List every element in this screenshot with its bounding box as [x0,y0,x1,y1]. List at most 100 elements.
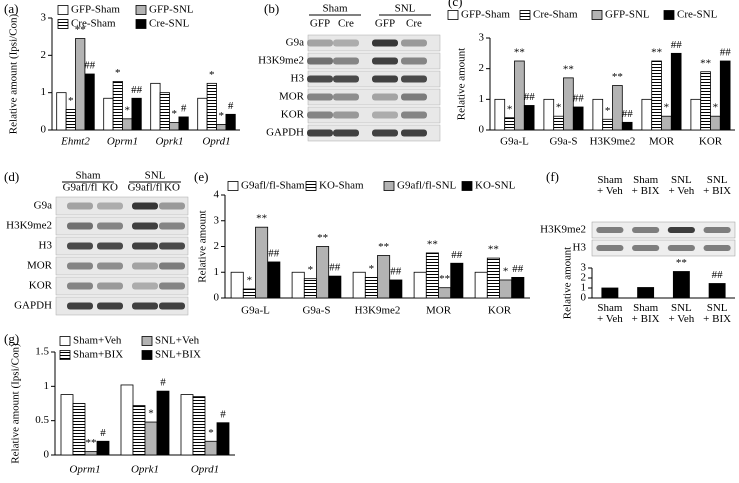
blot-band [97,222,123,230]
blot-lane-label: Sham + Veh [597,174,623,197]
x-tick-label: MOR [426,305,452,317]
blot-band [632,245,660,251]
legend-label: Sham+BIX [73,349,123,361]
x-tick-label: Oprm1 [69,464,100,476]
bar [316,246,330,299]
blot-lane: GFP [310,18,330,30]
bar [56,92,67,131]
blot-band [401,129,427,137]
blot-band [97,262,123,270]
bar [661,115,672,131]
legend-swatch [383,181,395,191]
panel-label: (g) [4,331,19,346]
legend-label: G9afl/fl-SNL [397,180,457,192]
blot-frame [55,256,189,276]
significance: ## [329,262,341,274]
bar [96,440,110,456]
bar [169,122,180,131]
x-tick-label: Oprd1 [191,464,219,476]
bar [389,279,403,299]
blot-band [372,129,398,137]
x-tick-label: SNL + Veh [668,302,694,325]
blot-band [333,57,359,65]
blot-row-label: G9a [286,37,304,49]
y-tick-label: 3 [479,32,485,44]
significance: ** [612,71,623,83]
y-tick-label: 0 [41,124,47,136]
blot-frame [55,276,189,296]
significance: ## [622,108,634,120]
bar [122,118,133,131]
bar [413,271,427,299]
significance: ** [700,57,711,69]
blot-band [372,75,398,83]
x-tick-label: G9a-L [500,136,529,148]
blot-row-label: KOR [281,109,305,121]
blot-band [307,57,333,65]
y-tick-label: 1 [479,93,485,105]
significance: ## [720,47,732,59]
x-tick-label: H3K9me2 [355,305,401,317]
blot-band [307,111,333,119]
blot-row-label: KOR [29,280,53,292]
significance: ** [378,241,389,253]
blot-band [159,202,185,210]
y-tick-label: 1 [214,266,220,278]
significance: ## [390,266,402,278]
blot-band [67,262,93,270]
blot-row-label: H3 [573,242,587,254]
blot-band [132,222,158,230]
blot-band [132,282,158,290]
bar [192,396,206,456]
bar [216,422,230,456]
blot-band [67,302,93,310]
blot-band [67,242,93,250]
y-axis-label: Relative amount (Ipsi/Con) [8,13,20,134]
significance: ** [86,437,97,449]
bar [719,60,731,131]
y-tick-label: 2 [581,272,587,284]
significance: ## [512,263,524,275]
y-axis-label: Relative amount [562,247,574,319]
bar [601,287,619,299]
legend-label: GFP-SNL [149,4,194,16]
x-tick-label: KOR [488,305,512,317]
blot-row-label: G9a [34,200,52,212]
blot-band [667,245,695,251]
blot-band [667,227,695,233]
significance: ## [712,269,724,281]
legend-swatch [591,10,603,20]
legend-label: GFP-Sham [461,9,510,21]
blot-group: Sham [75,170,101,182]
significance: * [148,408,154,420]
bar [364,276,378,299]
blot-band [333,93,359,101]
blot-band [132,262,158,270]
blot-frame [591,239,736,257]
bar [563,77,574,131]
significance: ** [439,273,450,285]
blot-row-label: GAPDH [266,127,304,139]
bar [132,405,146,456]
blot-band [307,39,333,47]
significance: ## [268,247,280,259]
blot-band [372,93,398,101]
significance: ** [75,24,86,36]
blot-band [703,245,731,251]
bar [230,271,244,299]
blot-band [372,39,398,47]
x-tick-label: Sham + BIX [632,302,660,325]
significance: * [218,110,224,122]
bar [84,451,98,456]
legend-swatch [135,19,147,29]
bar [637,287,655,299]
bar [641,98,653,131]
x-tick-label: SNL + BIX [703,302,731,325]
significance: ## [671,39,683,51]
y-tick-label: 2 [214,240,220,252]
panel-label: (a) [4,1,18,16]
bar [621,121,633,131]
blot-band [703,227,731,233]
x-tick-label: MOR [649,136,675,148]
x-tick-label: G9a-S [302,305,330,317]
